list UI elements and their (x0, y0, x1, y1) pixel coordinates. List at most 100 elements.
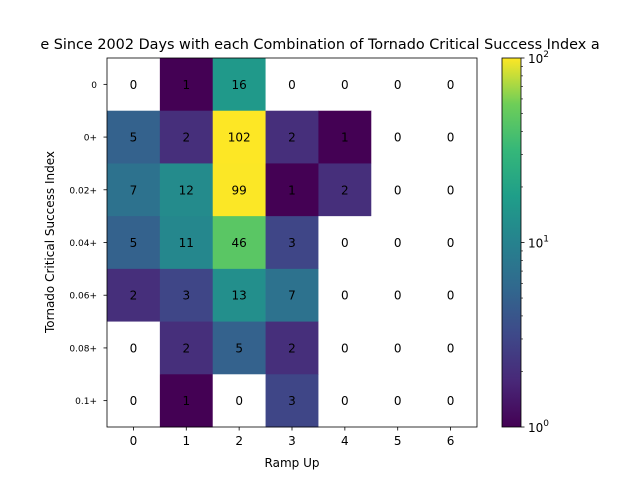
heatmap-cell (318, 163, 372, 217)
cell-value-label: 12 (179, 183, 194, 197)
cell-value-label: 7 (288, 289, 296, 303)
heatmap-cell (424, 163, 478, 217)
chart-title: e Since 2002 Days with each Combination … (40, 37, 599, 53)
cell-value-label: 0 (341, 78, 349, 92)
heatmap-cell (107, 216, 161, 270)
heatmap-cell (212, 110, 266, 164)
cell-value-label: 1 (341, 131, 349, 145)
cell-value-label: 1 (182, 394, 190, 408)
cell-value-label: 2 (288, 131, 296, 145)
cell-value-label: 0 (394, 341, 402, 355)
heatmap-cell (371, 268, 425, 322)
cell-value-label: 13 (232, 289, 247, 303)
cell-value-label: 0 (447, 131, 455, 145)
heatmap-cell (318, 321, 372, 375)
heatmap-cell (265, 216, 319, 270)
cell-value-label: 3 (288, 236, 296, 250)
colorbar-tick-label: 100 (528, 419, 549, 435)
cell-value-label: 0 (447, 78, 455, 92)
y-tick-label: 0.06+ (69, 292, 97, 302)
heatmap-cell (265, 321, 319, 375)
x-axis-ticks: 0 1 2 3 4 5 6 (130, 427, 455, 448)
cell-value-label: 0 (341, 289, 349, 303)
heatmap-cell (212, 268, 266, 322)
cell-value-label: 0 (447, 394, 455, 408)
cell-value-label: 0 (130, 341, 138, 355)
cell-value-label: 0 (394, 131, 402, 145)
cell-value-label: 1 (288, 183, 296, 197)
heatmap-cell (212, 163, 266, 217)
y-tick-label: 0.04+ (69, 239, 97, 249)
heatmap-cell (107, 321, 161, 375)
heatmap-cell (212, 216, 266, 270)
cell-value-label: 0 (394, 394, 402, 408)
heatmap-cell (371, 216, 425, 270)
x-tick-label: 0 (130, 434, 138, 448)
cell-value-label: 5 (130, 236, 138, 250)
heatmap-cell (159, 321, 214, 375)
heatmap-cell (107, 58, 161, 112)
heatmap-cell (212, 321, 266, 375)
x-tick-label: 1 (182, 434, 190, 448)
heatmap-cell (107, 163, 161, 217)
heatmap-cell (159, 374, 214, 428)
heatmap-cell (424, 268, 478, 322)
heatmap-cell (371, 58, 425, 112)
cell-value-label: 2 (288, 341, 296, 355)
cell-value-label: 16 (232, 78, 247, 92)
cell-value-label: 5 (130, 131, 138, 145)
cell-value-label: 7 (130, 183, 138, 197)
heatmap-cell (159, 268, 214, 322)
cell-value-label: 1 (182, 78, 190, 92)
y-tick-label: 0 (91, 81, 97, 91)
heatmap-cell (371, 163, 425, 217)
heatmap-cell (318, 216, 372, 270)
cell-value-label: 2 (182, 131, 190, 145)
y-tick-label: 0.1+ (75, 397, 97, 407)
x-tick-label: 5 (394, 434, 402, 448)
cell-value-label: 0 (394, 289, 402, 303)
x-tick-label: 3 (288, 434, 296, 448)
heatmap-cell (159, 58, 214, 112)
heatmap-cell (371, 374, 425, 428)
cell-value-label: 11 (179, 236, 194, 250)
cell-value-label: 99 (232, 183, 247, 197)
cell-value-label: 102 (228, 131, 251, 145)
y-axis-label: Tornado Critical Success Index (43, 151, 57, 334)
x-axis-label: Ramp Up (265, 456, 320, 470)
y-axis-ticks: 0 0+ 0.02+ 0.04+ 0.06+ 0.08+ 0.1+ (69, 81, 107, 407)
y-tick-label: 0.08+ (69, 344, 97, 354)
cell-value-label: 0 (130, 78, 138, 92)
cell-value-label: 46 (232, 236, 247, 250)
cell-value-label: 0 (447, 341, 455, 355)
cell-value-label: 0 (447, 236, 455, 250)
heatmap-cell (371, 110, 425, 164)
x-tick-label: 2 (235, 434, 243, 448)
cell-value-label: 3 (288, 394, 296, 408)
heatmap-cell-labels: 0 1 16 0 0 0 05 2 102 2 1 0 07 12 99 1 2 0 05 11 46 3 0 0 02 3 13 7… (130, 78, 455, 408)
colorbar-ticks: 100 101 102 (521, 50, 549, 435)
cell-value-label: 0 (394, 78, 402, 92)
cell-value-label: 0 (130, 394, 138, 408)
heatmap-cell (107, 374, 161, 428)
cell-value-label: 2 (182, 341, 190, 355)
heatmap-cell (107, 268, 161, 322)
heatmap-cell (424, 58, 478, 112)
heatmap-cell (159, 110, 214, 164)
heatmap-cell (212, 58, 266, 112)
x-tick-label: 6 (447, 434, 455, 448)
cell-value-label: 0 (447, 183, 455, 197)
y-tick-label: 0+ (84, 134, 97, 144)
heatmap-cell (318, 374, 372, 428)
cell-value-label: 5 (235, 341, 243, 355)
heatmap-cell (107, 110, 161, 164)
heatmap-cell (424, 374, 478, 428)
x-tick-label: 4 (341, 434, 349, 448)
heatmap-cells (107, 58, 478, 428)
heatmap-cell (265, 58, 319, 112)
heatmap-cell (265, 163, 319, 217)
cell-value-label: 0 (394, 236, 402, 250)
heatmap-cell (424, 321, 478, 375)
cell-value-label: 0 (447, 289, 455, 303)
